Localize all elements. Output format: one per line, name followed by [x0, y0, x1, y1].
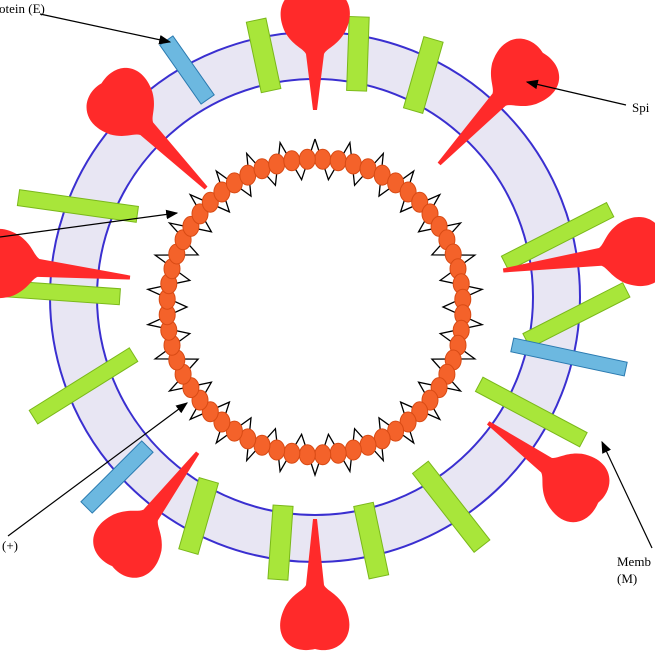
nucleocapsid-bead [268, 153, 286, 175]
membrane-protein-label: Memb [617, 554, 651, 569]
membrane-protein [267, 504, 294, 581]
nucleocapsid-bead [283, 150, 301, 172]
nucleocapsid-bead [399, 181, 417, 203]
membrane-protein [402, 36, 444, 114]
nucleocapsid-bead [399, 411, 417, 433]
nucleocapsid-bead [253, 158, 271, 180]
spike-protein-label: Spi [632, 100, 650, 115]
nucleocapsid-bead [329, 442, 347, 464]
membrane-protein [500, 201, 615, 272]
spike-protein [93, 451, 200, 578]
rna-strand [145, 138, 485, 478]
spike-protein [437, 38, 560, 166]
nucleocapsid-bead [359, 158, 377, 180]
spike-protein [280, 519, 350, 651]
membrane-protein [178, 477, 220, 555]
nucleocapsid-bead [213, 411, 231, 433]
nucleocapsid-bead [253, 434, 271, 456]
spike-shape [280, 0, 350, 110]
spike-shape [486, 421, 610, 523]
nucleocapsid-bead [359, 434, 377, 456]
nucleocapsid-arrow [0, 209, 179, 238]
membrane-protein [411, 460, 491, 553]
membrane-protein [0, 279, 121, 306]
rna-label: (+) [2, 538, 18, 553]
spike-protein [502, 217, 655, 287]
nucleocapsid-bead [239, 164, 257, 186]
nucleocapsid-bead [329, 150, 347, 172]
membrane-arrow [601, 440, 653, 549]
spike-shape [437, 38, 560, 166]
nucleocapsid-bead [411, 401, 429, 423]
spike-shape [280, 519, 350, 651]
membrane-protein [16, 189, 139, 223]
spike-protein [86, 68, 208, 190]
membrane-protein-label-line2: (M) [617, 571, 637, 586]
spike-shape [86, 68, 208, 190]
nucleocapsid-bead [225, 420, 243, 442]
membrane-protein [245, 17, 282, 94]
spike-protein [0, 228, 131, 299]
envelope-protein [510, 337, 628, 377]
spike-shape [502, 217, 655, 287]
leader-lines [0, 13, 653, 549]
nucleocapsid-bead [344, 439, 362, 461]
spike-protein [280, 0, 350, 110]
envelope-protein [80, 440, 154, 514]
nucleocapsid-bead [314, 444, 332, 466]
nucleocapsid-proteins [158, 148, 472, 466]
nucleocapsid-bead [344, 153, 362, 175]
membrane-protein [346, 15, 370, 92]
spike-shape [0, 228, 131, 299]
envelope-arrow [39, 13, 172, 45]
spike-arrow [525, 79, 627, 106]
spike-shape [93, 451, 200, 578]
nucleocapsid-bead [387, 172, 405, 194]
spike-protein [486, 421, 610, 523]
nucleocapsid-bead [314, 148, 332, 170]
membrane-protein [28, 347, 139, 425]
nucleocapsid-bead [213, 181, 231, 203]
membrane-protein [353, 501, 390, 580]
nucleocapsid-bead [268, 439, 286, 461]
nucleocapsid-bead [201, 191, 219, 213]
nucleocapsid-bead [373, 428, 391, 450]
membrane-protein [474, 376, 588, 448]
envelope-protein-label: otein (E) [0, 1, 45, 16]
rna-arrow [7, 402, 188, 537]
membrane-proteins [0, 15, 631, 581]
nucleocapsid-bead [283, 442, 301, 464]
envelope-proteins [80, 35, 628, 514]
nucleocapsid-bead [298, 148, 316, 170]
nucleocapsid-bead [298, 444, 316, 466]
